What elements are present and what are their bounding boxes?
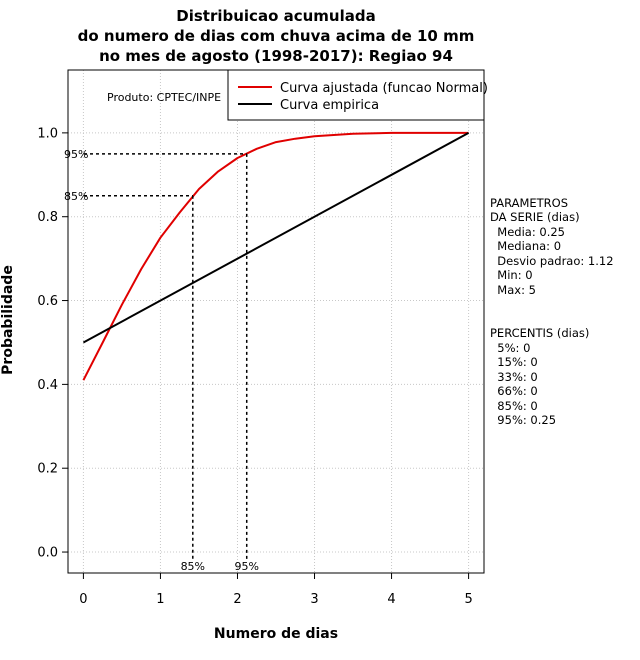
percentile-line: 33%: 0 [490, 370, 538, 384]
produto-annotation: Produto: CPTEC/INPE [107, 91, 221, 104]
percentiles-panel: PERCENTIS (dias) 5%: 0 15%: 0 33%: 0 66%… [490, 326, 589, 427]
y-tick-label: 0.0 [37, 546, 58, 561]
percentile-line: 15%: 0 [490, 355, 538, 369]
percentile-line: 66%: 0 [490, 384, 538, 398]
percentile-x-label: 85% [181, 560, 205, 573]
param-line: DA SERIE (dias) [490, 210, 580, 224]
legend-box [227, 69, 485, 121]
legend: Curva ajustada (funcao Normal) Curva emp… [227, 69, 488, 121]
x-tick-label: 5 [464, 592, 472, 607]
param-line: Media: 0.25 [490, 225, 565, 239]
x-axis-title: Numero de dias [214, 626, 338, 642]
chart-title-line-1: Distribuicao acumulada [176, 7, 375, 25]
x-tick-label: 0 [79, 592, 87, 607]
empirical-curve [82, 132, 470, 344]
y-axis-title: Probabilidade [0, 265, 16, 375]
percentile-line: 85%: 0 [490, 399, 538, 413]
fitted-normal-curve [82, 131, 469, 381]
y-tick-label: 0.2 [37, 462, 58, 477]
axes: 0 1 2 3 4 5 0.0 0.2 0.4 0.6 0.8 1.0 [37, 126, 472, 607]
param-line: Min: 0 [490, 268, 533, 282]
percentile-line: 95%: 0.25 [490, 413, 556, 427]
legend-label-fitted: Curva ajustada (funcao Normal) [280, 81, 488, 96]
percentile-markers: 85% 85% 95% 95% [64, 148, 259, 573]
percentile-x-label: 95% [234, 560, 258, 573]
param-line: Mediana: 0 [490, 239, 561, 253]
param-line: Desvio padrao: 1.12 [490, 254, 614, 268]
y-tick-label: 0.8 [37, 210, 58, 225]
x-tick-label: 3 [310, 592, 318, 607]
x-tick-label: 1 [156, 592, 164, 607]
y-tick-label: 1.0 [37, 126, 58, 141]
y-tick-label: 0.6 [37, 294, 58, 309]
x-tick-label: 2 [233, 592, 241, 607]
y-tick-label: 0.4 [37, 378, 58, 393]
x-tick-label: 4 [387, 592, 395, 607]
percentile-line: 5%: 0 [490, 341, 530, 355]
percentile-y-label: 95% [64, 148, 88, 161]
param-line: PARAMETROS [490, 196, 568, 210]
series-lines [82, 131, 470, 381]
series-parameters-panel: PARAMETROS DA SERIE (dias) Media: 0.25 M… [490, 196, 614, 297]
percentile-line: PERCENTIS (dias) [490, 326, 589, 340]
chart-title-line-2: do numero de dias com chuva acima de 10 … [78, 27, 475, 45]
chart-title-line-3: no mes de agosto (1998-2017): Regiao 94 [99, 47, 453, 65]
percentile-y-label: 85% [64, 190, 88, 203]
param-line: Max: 5 [490, 283, 536, 297]
legend-label-empirical: Curva empirica [280, 98, 379, 113]
grid-lines [68, 70, 484, 573]
